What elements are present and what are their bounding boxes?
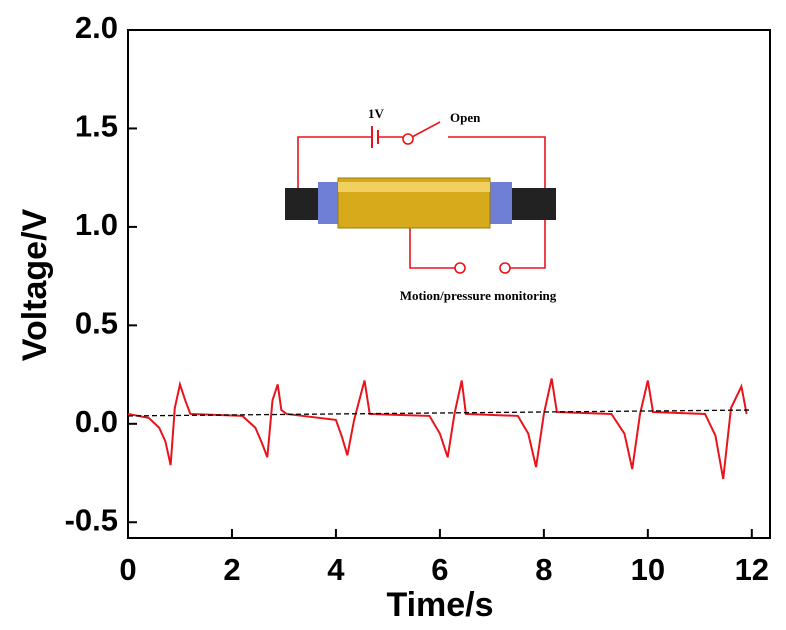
- x-tick-label: 2: [223, 552, 240, 587]
- x-tick-label: 12: [735, 552, 769, 587]
- terminal: [499, 262, 511, 274]
- battery-label: 1V: [368, 106, 385, 121]
- plot-frame: [127, 29, 771, 539]
- sensor-label: Motion/pressure monitoring: [400, 288, 557, 303]
- x-tick-label: 6: [431, 552, 448, 587]
- cable-wrap: [318, 182, 340, 224]
- x-tick-label: 10: [631, 552, 665, 587]
- switch-lever: [411, 121, 441, 138]
- x-axis-title: Time/s: [386, 586, 493, 624]
- x-tick-label: 8: [535, 552, 552, 587]
- x-tick-label: 4: [327, 552, 345, 587]
- x-tick-label: 0: [119, 552, 136, 587]
- y-tick-label: -0.5: [65, 502, 118, 537]
- switch-contact: [402, 133, 414, 145]
- y-tick-label: 0.5: [75, 306, 118, 341]
- y-tick-label: 1.5: [75, 109, 118, 144]
- data-line: [127, 378, 748, 480]
- y-tick-label: 2.0: [75, 10, 118, 45]
- y-axis-title: Voltage/V: [16, 208, 54, 361]
- y-tick-label: 0.0: [75, 404, 118, 439]
- switch-label: Open: [450, 110, 481, 125]
- terminal: [454, 262, 466, 274]
- y-tick-label: 1.0: [75, 207, 118, 242]
- cable-wrap: [488, 182, 512, 224]
- inset-diagram: 1V Open Motion/pressure monitoring: [285, 106, 557, 303]
- cable-mesh: [512, 188, 556, 220]
- sensor-highlight: [338, 182, 490, 192]
- wire: [297, 136, 372, 188]
- wire: [409, 228, 455, 269]
